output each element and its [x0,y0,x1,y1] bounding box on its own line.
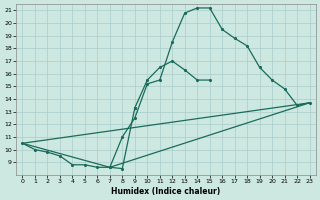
X-axis label: Humidex (Indice chaleur): Humidex (Indice chaleur) [111,187,221,196]
